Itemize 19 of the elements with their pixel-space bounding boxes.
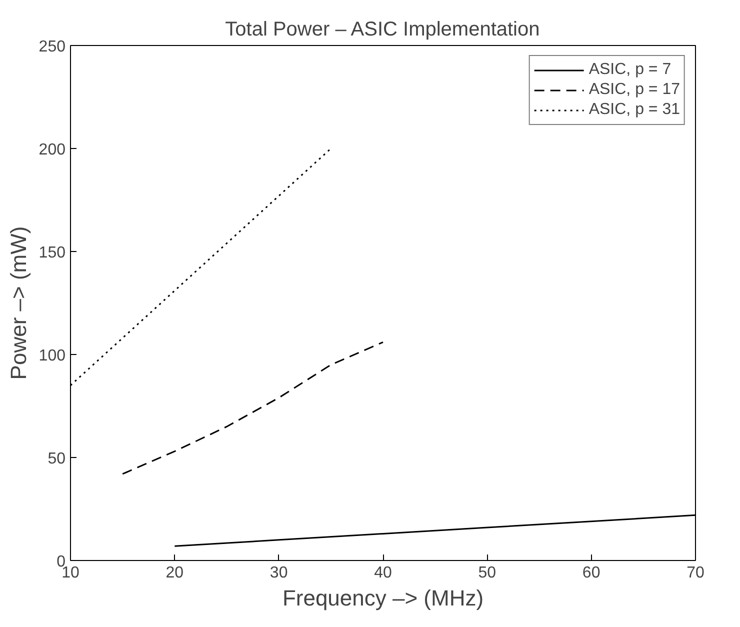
legend-label: ASIC, p = 7 [588, 61, 672, 79]
y-tick-label: 250 [38, 38, 66, 56]
x-tick-label: 20 [166, 564, 184, 582]
legend-label: ASIC, p = 31 [588, 101, 680, 119]
x-tick-label: 30 [270, 564, 288, 582]
x-tick-label: 50 [478, 564, 496, 582]
x-tick-label: 40 [374, 564, 392, 582]
y-tick-label: 50 [48, 450, 66, 468]
y-axis-title: Power –> (mW) [6, 226, 31, 380]
x-tick-label: 70 [686, 564, 704, 582]
line-series [122, 341, 384, 475]
x-tick-label: 60 [582, 564, 600, 582]
y-tick-label: 150 [38, 244, 66, 262]
x-axis-title: Frequency –> (MHz) [282, 586, 484, 610]
y-tick-label: 200 [38, 142, 66, 158]
y-tick-label: 100 [38, 348, 66, 364]
chart-title: Total Power – ASIC Implementation [225, 18, 540, 40]
line-series [70, 148, 332, 386]
legend-label: ASIC, p = 17 [588, 81, 680, 99]
